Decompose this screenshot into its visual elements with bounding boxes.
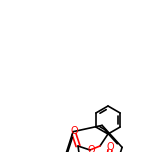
Text: O: O xyxy=(87,145,95,152)
Text: O: O xyxy=(70,126,78,136)
Text: O: O xyxy=(106,142,114,152)
